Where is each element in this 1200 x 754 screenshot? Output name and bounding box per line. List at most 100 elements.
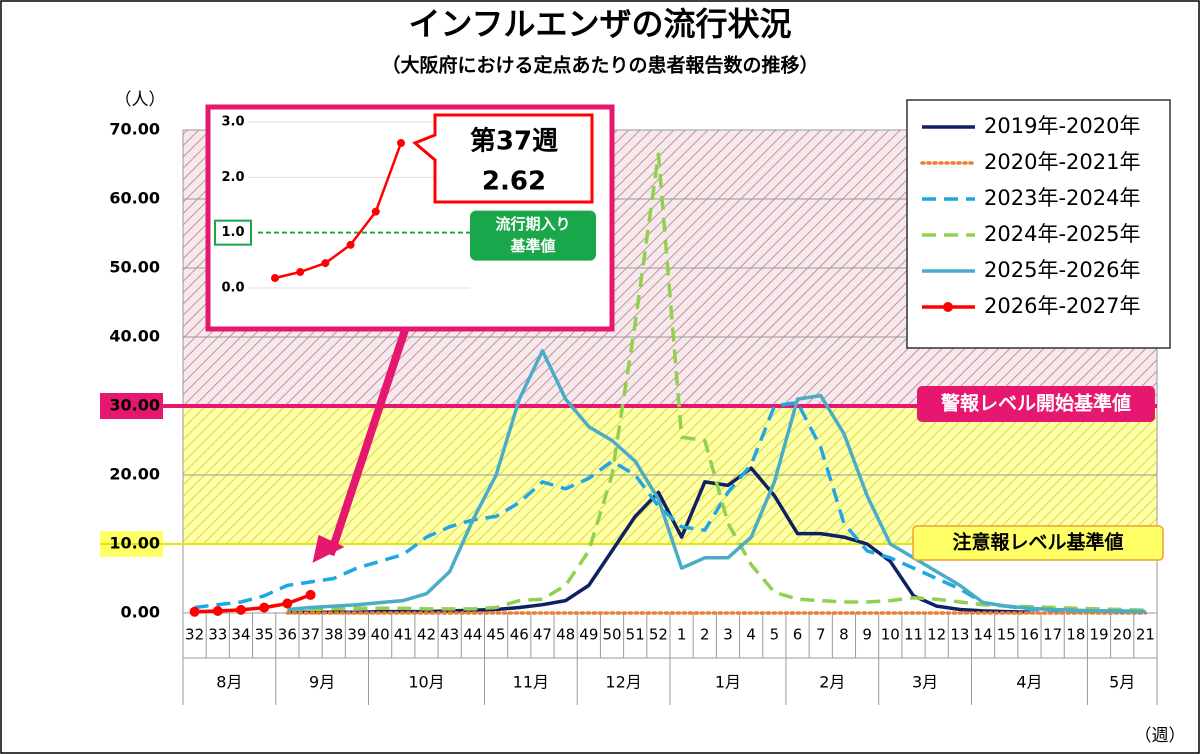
x-tick-label: 17 bbox=[1043, 626, 1062, 644]
series-marker bbox=[235, 604, 246, 615]
x-tick-label: 7 bbox=[816, 626, 826, 644]
x-tick-label: 48 bbox=[556, 626, 575, 644]
x-tick-label: 49 bbox=[579, 626, 598, 644]
series-marker bbox=[282, 598, 293, 609]
x-tick-label: 18 bbox=[1066, 626, 1085, 644]
inset-y-tick-label: 2.0 bbox=[221, 170, 244, 185]
x-tick-label: 35 bbox=[255, 626, 274, 644]
legend-label: 2019年-2020年 bbox=[984, 114, 1140, 138]
series-line bbox=[287, 466, 1030, 615]
y-tick-label: 40.00 bbox=[109, 327, 160, 346]
legend-label: 2020年-2021年 bbox=[984, 150, 1140, 174]
x-unit: （週） bbox=[1135, 726, 1186, 746]
legend-label: 2024年-2025年 bbox=[984, 222, 1140, 246]
series-marker bbox=[371, 207, 380, 216]
x-tick-label: 20 bbox=[1113, 626, 1132, 644]
x-tick-label: 44 bbox=[463, 626, 482, 644]
inset-y-tick-label: 1.0 bbox=[221, 225, 244, 240]
y-unit: （人） bbox=[115, 90, 166, 110]
x-tick-label: 40 bbox=[371, 626, 390, 644]
y-tick-label: 70.00 bbox=[109, 120, 160, 139]
y-tick-label: 10.00 bbox=[109, 534, 160, 553]
inset-y-tick-label: 0.0 bbox=[221, 281, 244, 296]
x-tick-label: 8 bbox=[839, 626, 849, 644]
x-tick-label: 39 bbox=[347, 626, 366, 644]
y-tick-label: 30.00 bbox=[109, 396, 160, 415]
series-marker bbox=[212, 605, 223, 616]
x-tick-label: 41 bbox=[394, 626, 413, 644]
x-group-label: 3月 bbox=[912, 673, 938, 692]
series-marker bbox=[189, 606, 200, 617]
series-marker bbox=[271, 274, 279, 283]
inset-y-tick-label: 3.0 bbox=[221, 115, 244, 130]
x-tick-label: 16 bbox=[1020, 626, 1039, 644]
inset-threshold-label-box bbox=[470, 210, 596, 261]
x-group-label: 5月 bbox=[1109, 673, 1135, 692]
x-tick-label: 11 bbox=[904, 626, 923, 644]
x-tick-label: 2 bbox=[700, 626, 710, 644]
x-tick-label: 36 bbox=[278, 626, 297, 644]
series-marker bbox=[305, 589, 316, 600]
series-line bbox=[287, 349, 1146, 614]
x-tick-label: 6 bbox=[793, 626, 803, 644]
inset-threshold-label: 流行期入り bbox=[495, 215, 570, 233]
inset-tick-box bbox=[214, 219, 252, 246]
x-tick-label: 21 bbox=[1136, 626, 1155, 644]
x-tick-label: 46 bbox=[510, 626, 529, 644]
legend-label: 2023年-2024年 bbox=[984, 186, 1140, 210]
x-tick-label: 13 bbox=[950, 626, 969, 644]
x-tick-label: 9 bbox=[862, 626, 872, 644]
inset-arrowhead bbox=[312, 534, 345, 563]
series-marker bbox=[296, 267, 305, 276]
x-group-label: 1月 bbox=[715, 673, 741, 692]
y-tick-label: 0.00 bbox=[121, 603, 160, 622]
legend-label: 2026年-2027年 bbox=[984, 294, 1140, 318]
x-tick-label: 4 bbox=[746, 626, 756, 644]
legend-marker bbox=[943, 302, 953, 312]
x-tick-label: 1 bbox=[677, 626, 687, 644]
x-tick-label: 43 bbox=[440, 626, 459, 644]
legend-label: 2025年-2026年 bbox=[984, 258, 1140, 282]
legend: 2019年-2020年 2020年-2021年 2023年-2024年 2024年-2… bbox=[906, 99, 1171, 349]
callout-label: 第37週 bbox=[470, 126, 558, 157]
x-tick-label: 32 bbox=[185, 626, 204, 644]
x-tick-label: 34 bbox=[231, 626, 250, 644]
x-tick-label: 51 bbox=[626, 626, 645, 644]
x-group-label: 11月 bbox=[513, 673, 549, 692]
x-group-label: 8月 bbox=[216, 673, 242, 692]
x-group-label: 12月 bbox=[605, 673, 641, 692]
y-tick-label: 60.00 bbox=[109, 189, 160, 208]
x-tick-label: 38 bbox=[324, 626, 343, 644]
chart-subtitle: （大阪府における定点あたりの患者報告数の推移） bbox=[381, 54, 818, 77]
x-tick-label: 47 bbox=[533, 626, 552, 644]
x-tick-label: 19 bbox=[1089, 626, 1108, 644]
y-tick-label: 20.00 bbox=[109, 465, 160, 484]
x-tick-label: 42 bbox=[417, 626, 436, 644]
threshold-label: 注意報レベル基準値 bbox=[952, 531, 1123, 554]
callout-value: 2.62 bbox=[482, 167, 546, 197]
threshold-label-box bbox=[912, 525, 1164, 561]
series-line bbox=[274, 142, 403, 280]
x-tick-label: 14 bbox=[974, 626, 993, 644]
inset-arrow bbox=[326, 328, 409, 557]
threshold-label: 警報レベル開始基準値 bbox=[941, 392, 1131, 415]
x-tick-label: 5 bbox=[770, 626, 780, 644]
x-group-label: 2月 bbox=[819, 673, 845, 692]
x-tick-label: 3 bbox=[723, 626, 733, 644]
x-tick-label: 45 bbox=[487, 626, 506, 644]
chart-title: インフルエンザの流行状況 bbox=[408, 5, 791, 43]
x-tick-label: 12 bbox=[927, 626, 946, 644]
x-group-label: 10月 bbox=[408, 673, 444, 692]
x-tick-label: 37 bbox=[301, 626, 320, 644]
x-group-label: 4月 bbox=[1016, 673, 1042, 692]
series-marker bbox=[397, 139, 405, 148]
x-tick-label: 10 bbox=[881, 626, 900, 644]
x-group-label: 9月 bbox=[309, 673, 335, 692]
x-tick-label: 33 bbox=[208, 626, 227, 644]
series-marker bbox=[346, 240, 355, 249]
x-tick-label: 52 bbox=[649, 626, 668, 644]
y-tick-label: 50.00 bbox=[109, 258, 160, 277]
inset-threshold-label: 基準値 bbox=[509, 237, 555, 255]
